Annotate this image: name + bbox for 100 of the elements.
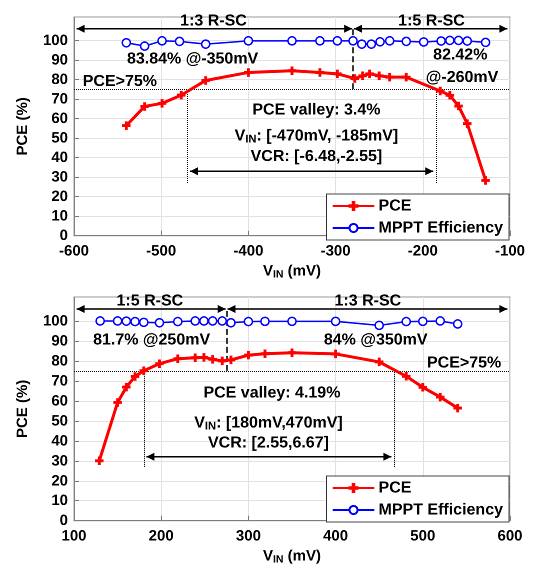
point: [112, 316, 122, 326]
point: [158, 99, 166, 108]
point: [260, 316, 270, 326]
y-tick-label: 100: [42, 32, 68, 49]
y-tick-label: 30: [51, 452, 68, 470]
y-tick-label: 10: [51, 492, 68, 510]
y-tick-label: 20: [51, 188, 68, 206]
point: [330, 316, 340, 326]
y-tick-label: 80: [51, 70, 68, 88]
point: [130, 316, 140, 326]
point: [374, 320, 384, 330]
point: [454, 102, 463, 110]
point: [287, 316, 297, 326]
point: [366, 39, 376, 49]
y-tick-label: 60: [51, 392, 68, 410]
y-tick-label: 40: [51, 432, 68, 450]
point: [401, 36, 411, 46]
annotation: VCR: [2.55,6.67]: [208, 434, 329, 452]
annotation: VCR: [-6.48,-2.55]: [250, 148, 382, 166]
annotation: 82.42%: [433, 46, 488, 64]
point: [357, 39, 367, 49]
y-tick-label: 90: [51, 332, 68, 350]
point: [200, 39, 210, 49]
y-tick-label: 40: [51, 149, 68, 166]
point: [446, 91, 454, 100]
point: [122, 382, 131, 392]
annotation: 81.7% @250mV: [93, 331, 210, 348]
y-tick-label: 50: [51, 412, 68, 430]
point: [174, 36, 184, 46]
point: [140, 41, 150, 51]
point: [365, 70, 374, 78]
point: [218, 316, 227, 326]
ref-line-label: PCE>75%: [427, 354, 502, 372]
y-tick-label: 0: [60, 512, 68, 530]
point: [122, 38, 132, 48]
annotation: 1:3 R-SC: [180, 12, 248, 30]
point: [201, 76, 210, 85]
x-tick-label: -100: [494, 242, 526, 260]
point: [436, 316, 445, 326]
point: [287, 36, 297, 46]
point: [436, 36, 446, 46]
x-tick-label: -500: [146, 242, 176, 260]
point: [462, 36, 472, 46]
x-tick-label: 300: [236, 528, 261, 545]
y-tick-label: 20: [51, 472, 68, 490]
point: [375, 37, 385, 47]
annotation: 84% @350mV: [324, 331, 428, 348]
point: [244, 316, 254, 326]
y-axis-title: PCE (%): [14, 380, 31, 438]
annotation: 1:5 R-SC: [398, 12, 466, 30]
point: [122, 316, 132, 326]
x-tick-label: -600: [58, 242, 90, 260]
point: [208, 316, 218, 326]
annotation: PCE valley: 4.19%: [203, 384, 340, 402]
point: [226, 356, 236, 364]
point: [200, 353, 208, 362]
y-tick-label: 100: [42, 312, 68, 330]
point: [140, 102, 149, 111]
point: [190, 316, 200, 326]
point: [348, 36, 358, 46]
y-tick-label: 30: [51, 168, 68, 186]
point: [244, 68, 253, 77]
point: [130, 372, 140, 381]
point: [401, 316, 411, 326]
y-tick-label: 60: [51, 110, 68, 128]
y-tick-label: 70: [51, 372, 68, 390]
y-tick-label: 50: [51, 130, 68, 147]
point: [122, 121, 131, 130]
point: [331, 350, 340, 358]
y-tick-label: 10: [51, 208, 68, 225]
point: [139, 318, 149, 328]
legend-label: MPPT Efficiency: [378, 502, 504, 518]
point: [113, 398, 122, 407]
point: [481, 176, 490, 185]
annotation: PCE valley: 3.4%: [252, 101, 380, 118]
point: [316, 68, 324, 77]
x-tick-label: 400: [323, 528, 348, 545]
legend-label: MPPT Efficiency: [378, 220, 504, 236]
annotation: 1:5 R-SC: [116, 292, 184, 310]
legend-label: PCE: [378, 198, 412, 214]
point: [199, 316, 209, 326]
point: [418, 37, 428, 47]
x-tick-label: -300: [320, 242, 351, 260]
point: [445, 36, 455, 46]
point: [385, 72, 394, 82]
y-tick-label: 70: [51, 90, 68, 108]
point: [154, 318, 164, 328]
ref-line-label: PCE>75%: [82, 72, 157, 90]
x-tick-label: 500: [410, 528, 436, 545]
point: [453, 404, 462, 412]
point: [418, 316, 428, 326]
point: [157, 36, 167, 46]
point: [244, 350, 253, 360]
y-tick-label: 80: [51, 352, 68, 370]
point: [480, 38, 490, 48]
point: [226, 318, 236, 328]
point: [208, 355, 217, 364]
x-tick-label: 600: [497, 528, 523, 545]
x-tick-label: -200: [408, 242, 438, 260]
legend-label: PCE: [378, 480, 412, 496]
